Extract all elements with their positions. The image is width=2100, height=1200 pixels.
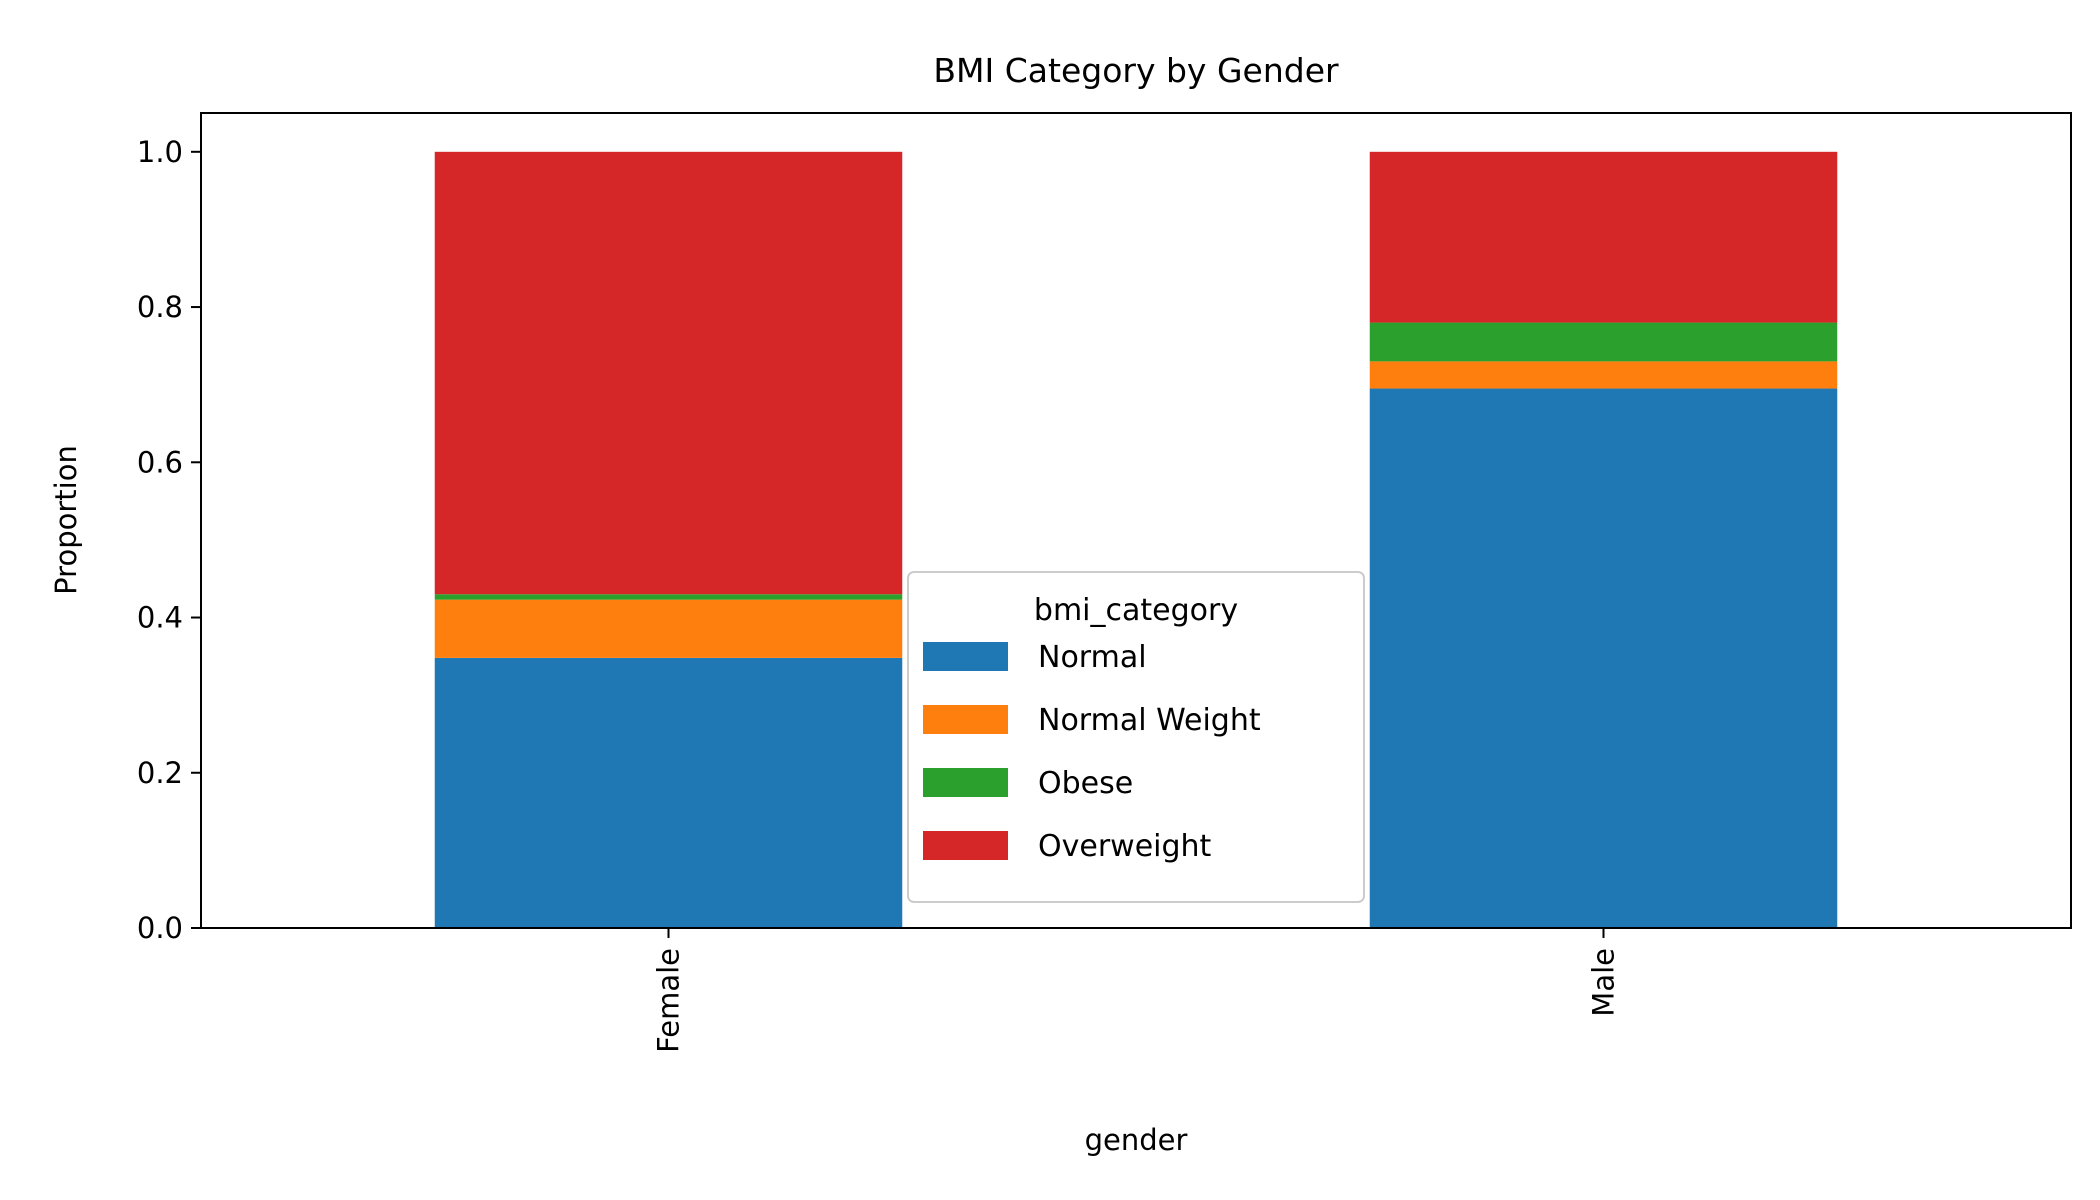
y-tick-label: 0.4 [137, 601, 183, 635]
y-tick-label: 0.0 [137, 911, 183, 945]
x-tick-label-male: Male [1587, 948, 1621, 1017]
legend-item-obese: Obese [923, 766, 1133, 801]
bar-female-normal [434, 657, 903, 928]
legend-label: Overweight [1038, 829, 1212, 864]
legend-swatch [923, 705, 1008, 734]
y-tick-label: 0.2 [137, 756, 183, 790]
y-tick-label: 1.0 [137, 135, 183, 169]
legend-items: Normal Normal Weight Obese Overweight [923, 640, 1261, 864]
bar-male-normal-weight [1369, 361, 1838, 389]
y-axis: 0.0 0.2 0.4 0.6 0.8 1.0 [137, 135, 201, 945]
legend-item-normal: Normal [923, 640, 1147, 675]
legend-swatch [923, 642, 1008, 671]
y-tick-label: 0.6 [137, 445, 183, 479]
plot-frame [200, 112, 2072, 929]
legend-title: bmi_category [1034, 593, 1238, 628]
legend-frame [907, 571, 1365, 903]
legend-label: Normal [1038, 640, 1147, 675]
legend-label: Normal Weight [1038, 703, 1261, 738]
bar-male-overweight [1369, 151, 1838, 323]
legend-item-overweight: Overweight [923, 829, 1212, 864]
y-tick-label: 0.8 [137, 290, 183, 324]
legend-swatch [923, 768, 1008, 797]
legend-label: Obese [1038, 766, 1133, 801]
chart-title: BMI Category by Gender [933, 51, 1339, 90]
bar-male-normal [1369, 388, 1838, 928]
bar-female-obese [434, 594, 903, 600]
legend-swatch [923, 831, 1008, 860]
bar-male-obese [1369, 322, 1838, 362]
x-axis: Female Male [652, 928, 1621, 1053]
x-axis-label: gender [1085, 1123, 1188, 1157]
y-axis-label: Proportion [49, 445, 83, 595]
legend: bmi_category Normal Normal Weight Obese Ove… [907, 571, 1365, 903]
legend-item-normal-weight: Normal Weight [923, 703, 1261, 738]
bars [434, 151, 1838, 928]
bar-female-normal-weight [434, 599, 903, 658]
bar-female-overweight [434, 151, 903, 595]
x-tick-label-female: Female [652, 948, 686, 1053]
